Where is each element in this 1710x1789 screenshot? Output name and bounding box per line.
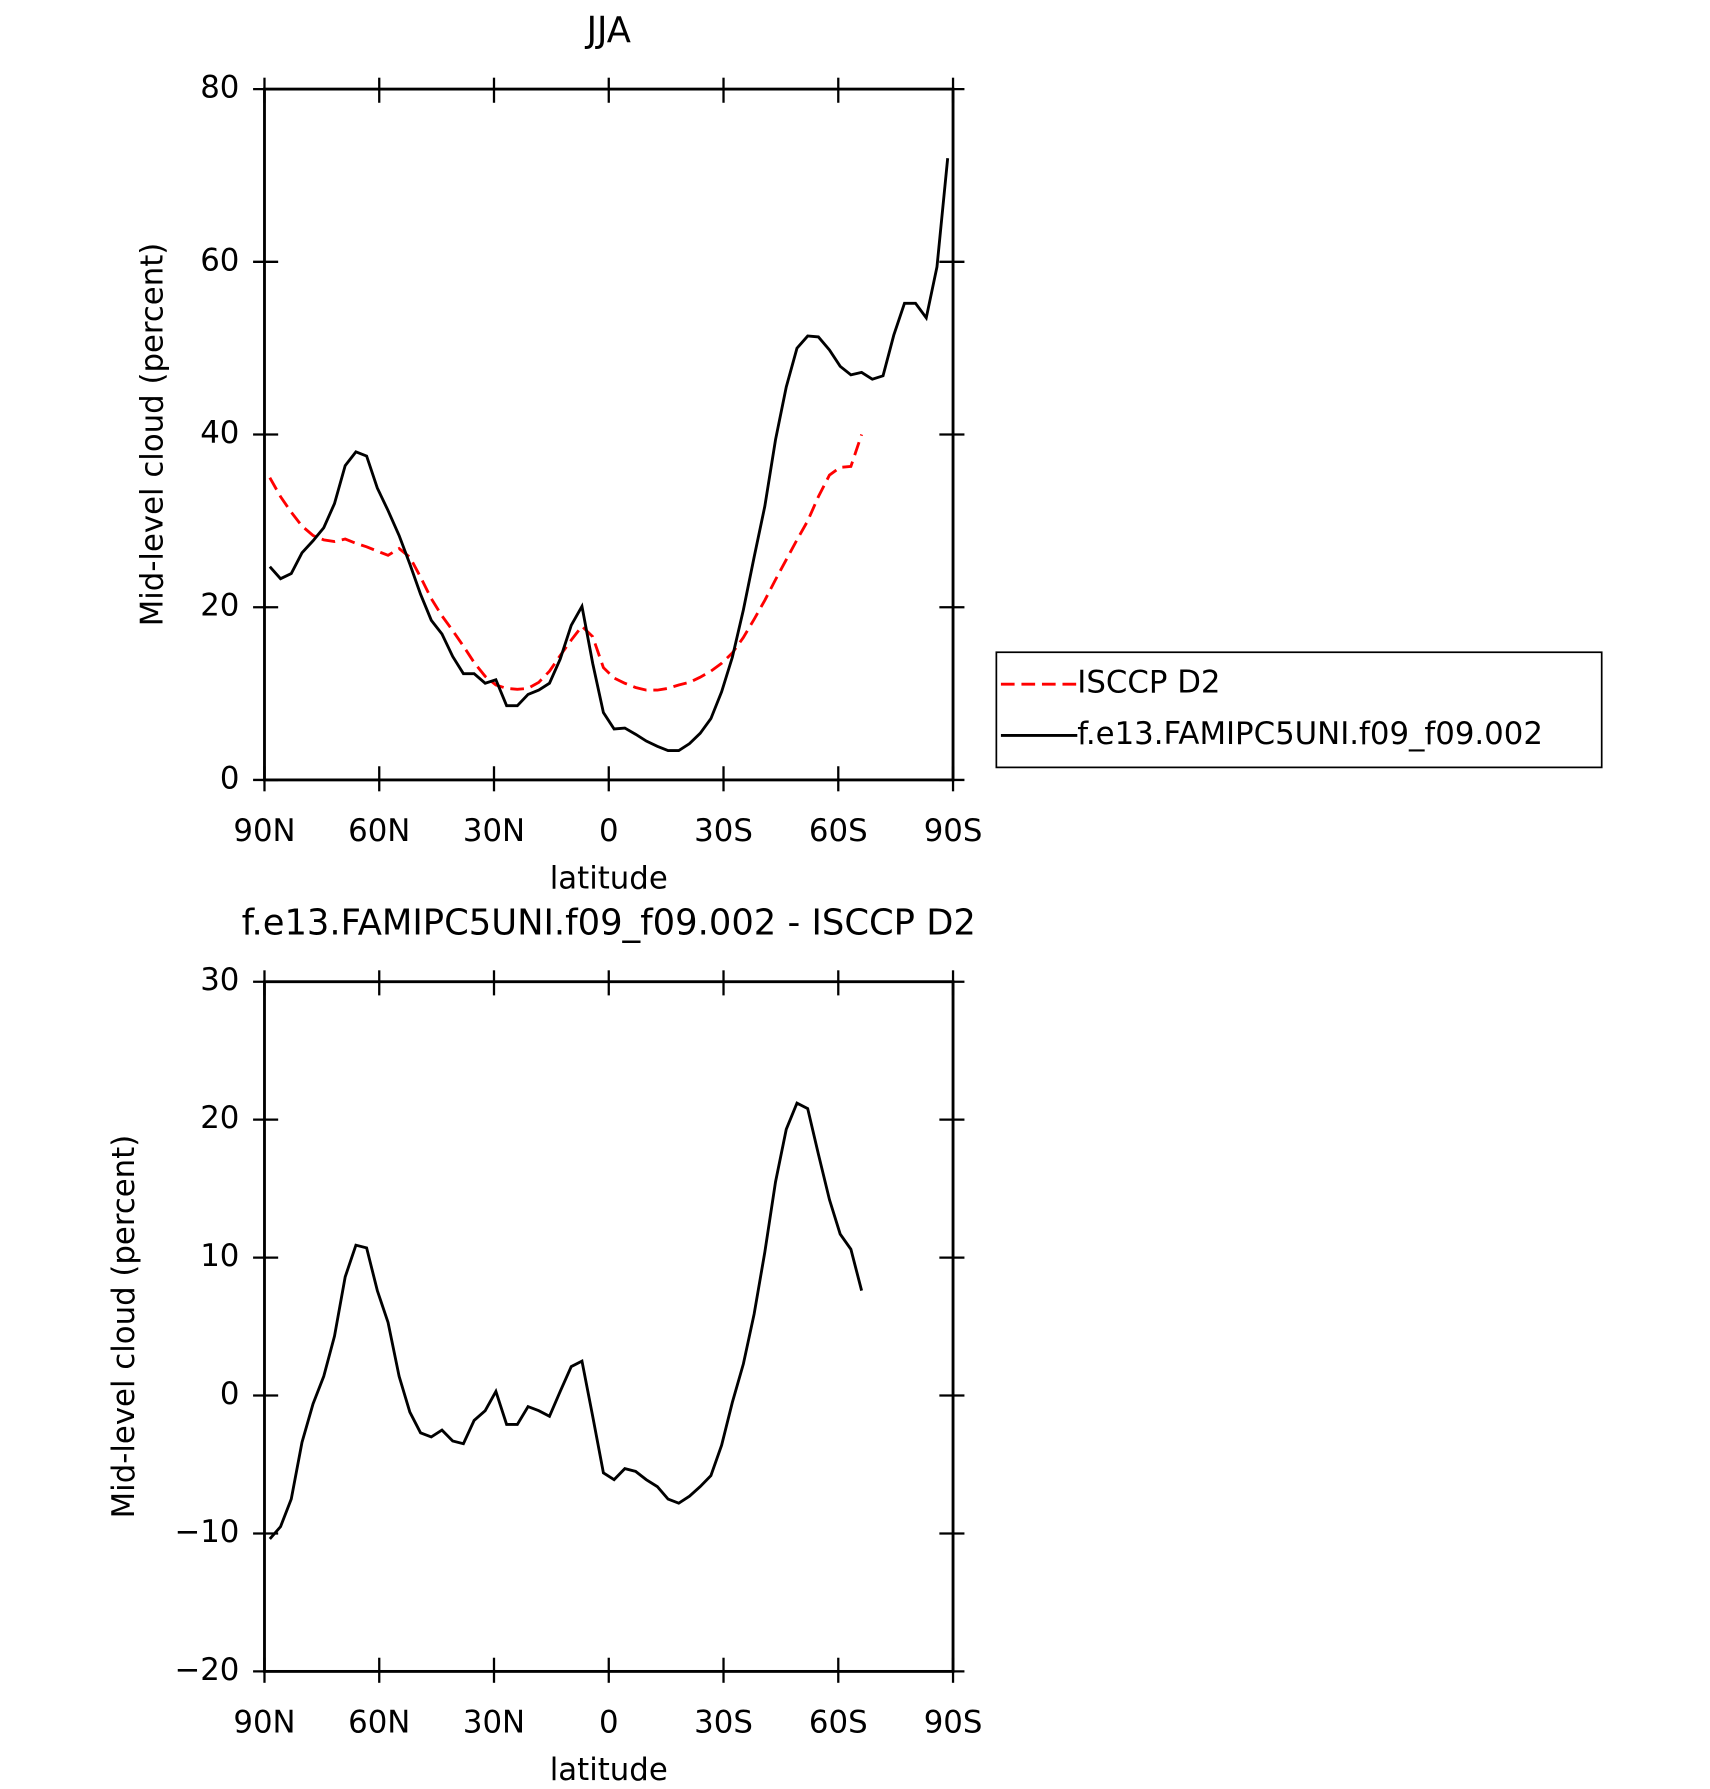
x-tick-label: 0 (599, 1704, 619, 1740)
plot-frame (263, 980, 955, 1673)
y-axis-label: Mid-level cloud (percent) (134, 243, 170, 627)
y-tick-label: 60 (200, 242, 239, 278)
plot-frame (263, 87, 955, 782)
x-tick-label: 60N (348, 1704, 410, 1740)
x-tick-label: 90S (924, 1704, 983, 1740)
x-tick-label: 60S (809, 813, 868, 849)
y-tick-label: −10 (174, 1514, 239, 1550)
y-tick-label: 20 (200, 1100, 239, 1136)
y-tick-label: 0 (220, 760, 240, 796)
y-tick-label: 0 (220, 1376, 240, 1412)
legend-box (995, 651, 1603, 769)
x-tick-label: 30S (694, 813, 753, 849)
y-tick-label: 10 (200, 1238, 239, 1274)
x-tick-label: 90N (233, 1704, 295, 1740)
x-tick-label: 0 (599, 813, 619, 849)
x-tick-label: 30S (694, 1704, 753, 1740)
x-tick-label: 30N (463, 813, 525, 849)
y-tick-label: 80 (200, 70, 239, 106)
x-axis-label: latitude (550, 1752, 668, 1788)
legend-label: ISCCP D2 (1077, 665, 1220, 701)
data-line (268, 1101, 863, 1540)
y-tick-label: 40 (200, 415, 239, 451)
x-tick-label: 60S (809, 1704, 868, 1740)
x-tick-label: 90N (233, 813, 295, 849)
legend-label: f.e13.FAMIPC5UNI.f09_f09.002 (1077, 716, 1543, 752)
x-tick-label: 60N (348, 813, 410, 849)
data-line (268, 434, 863, 692)
y-tick-label: 20 (200, 588, 239, 624)
x-axis-label: latitude (550, 861, 668, 897)
x-tick-label: 30N (463, 1704, 525, 1740)
chart-title: f.e13.FAMIPC5UNI.f09_f09.002 - ISCCP D2 (242, 903, 976, 944)
x-tick-label: 90S (924, 813, 983, 849)
y-tick-label: 30 (200, 962, 239, 998)
data-line (268, 158, 950, 752)
y-tick-label: −20 (174, 1652, 239, 1688)
chart-title: JJA (585, 10, 631, 51)
y-axis-label: Mid-level cloud (percent) (106, 1135, 142, 1519)
